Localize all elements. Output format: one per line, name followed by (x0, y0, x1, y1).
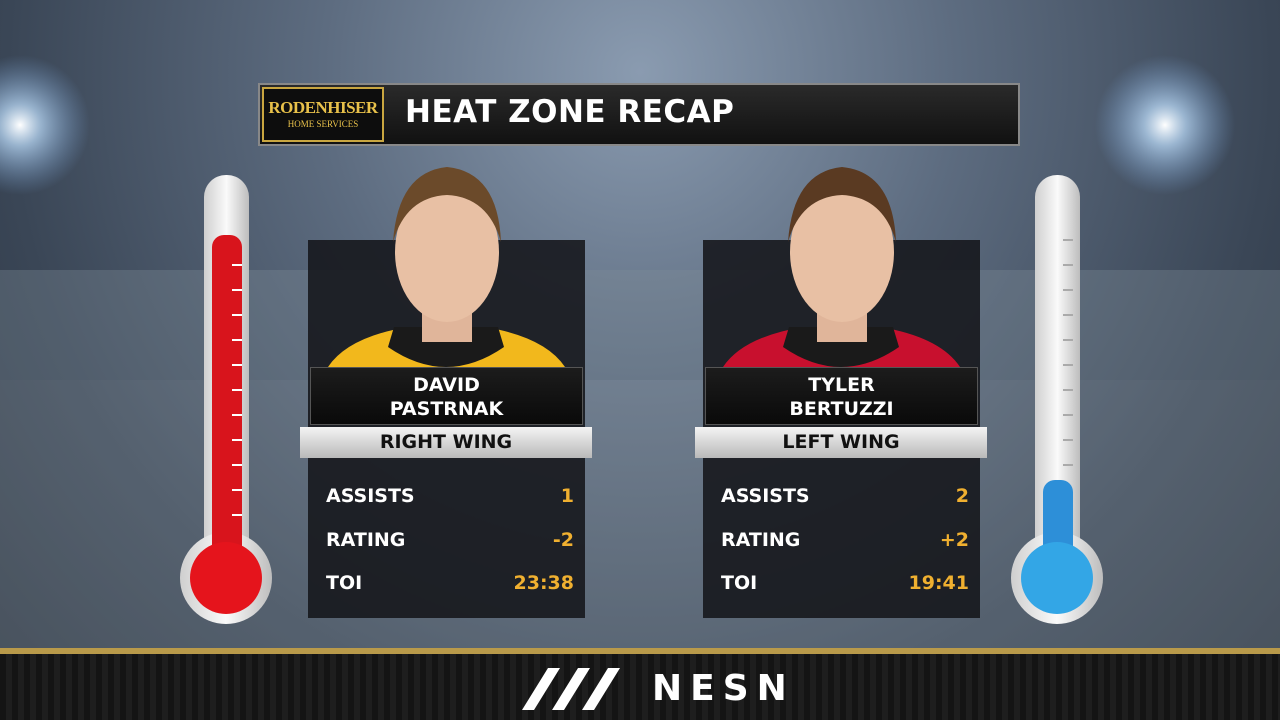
stat-label: ASSISTS (326, 485, 415, 507)
first-name: DAVID (413, 374, 480, 396)
stat-value: 1 (560, 485, 574, 507)
stat-label: ASSISTS (721, 485, 810, 507)
stat-label: RATING (721, 528, 801, 551)
player-photo (328, 167, 565, 367)
sponsor-name: RODENHISER (268, 98, 378, 117)
last-name: BERTUZZI (789, 398, 894, 420)
stat-label: TOI (326, 572, 363, 594)
player-photo (723, 167, 960, 367)
title: HEAT ZONE RECAP (405, 94, 735, 130)
title-bar (258, 83, 1020, 146)
stat-value: +2 (939, 528, 969, 551)
position: LEFT WING (695, 427, 987, 458)
sponsor-tagline: HOME SERVICES (287, 119, 359, 129)
stat-value: 23:38 (513, 572, 574, 594)
stat-label: TOI (721, 572, 758, 594)
stat-value: -2 (552, 528, 574, 551)
stat-label: RATING (326, 528, 406, 551)
nesn-logo-mark (522, 668, 620, 710)
footer-bar (0, 648, 1280, 720)
name-box: DAVID PASTRNAK (310, 367, 583, 425)
last-name: PASTRNAK (389, 398, 504, 420)
footer-brand: NESN (652, 668, 795, 709)
stat-value: 2 (955, 485, 969, 507)
position: RIGHT WING (300, 427, 592, 458)
sponsor-logo: RODENHISER HOME SERVICES (262, 87, 384, 142)
name-box: TYLER BERTUZZI (705, 367, 978, 425)
first-name: TYLER (808, 374, 875, 396)
stat-value: 19:41 (908, 572, 969, 594)
